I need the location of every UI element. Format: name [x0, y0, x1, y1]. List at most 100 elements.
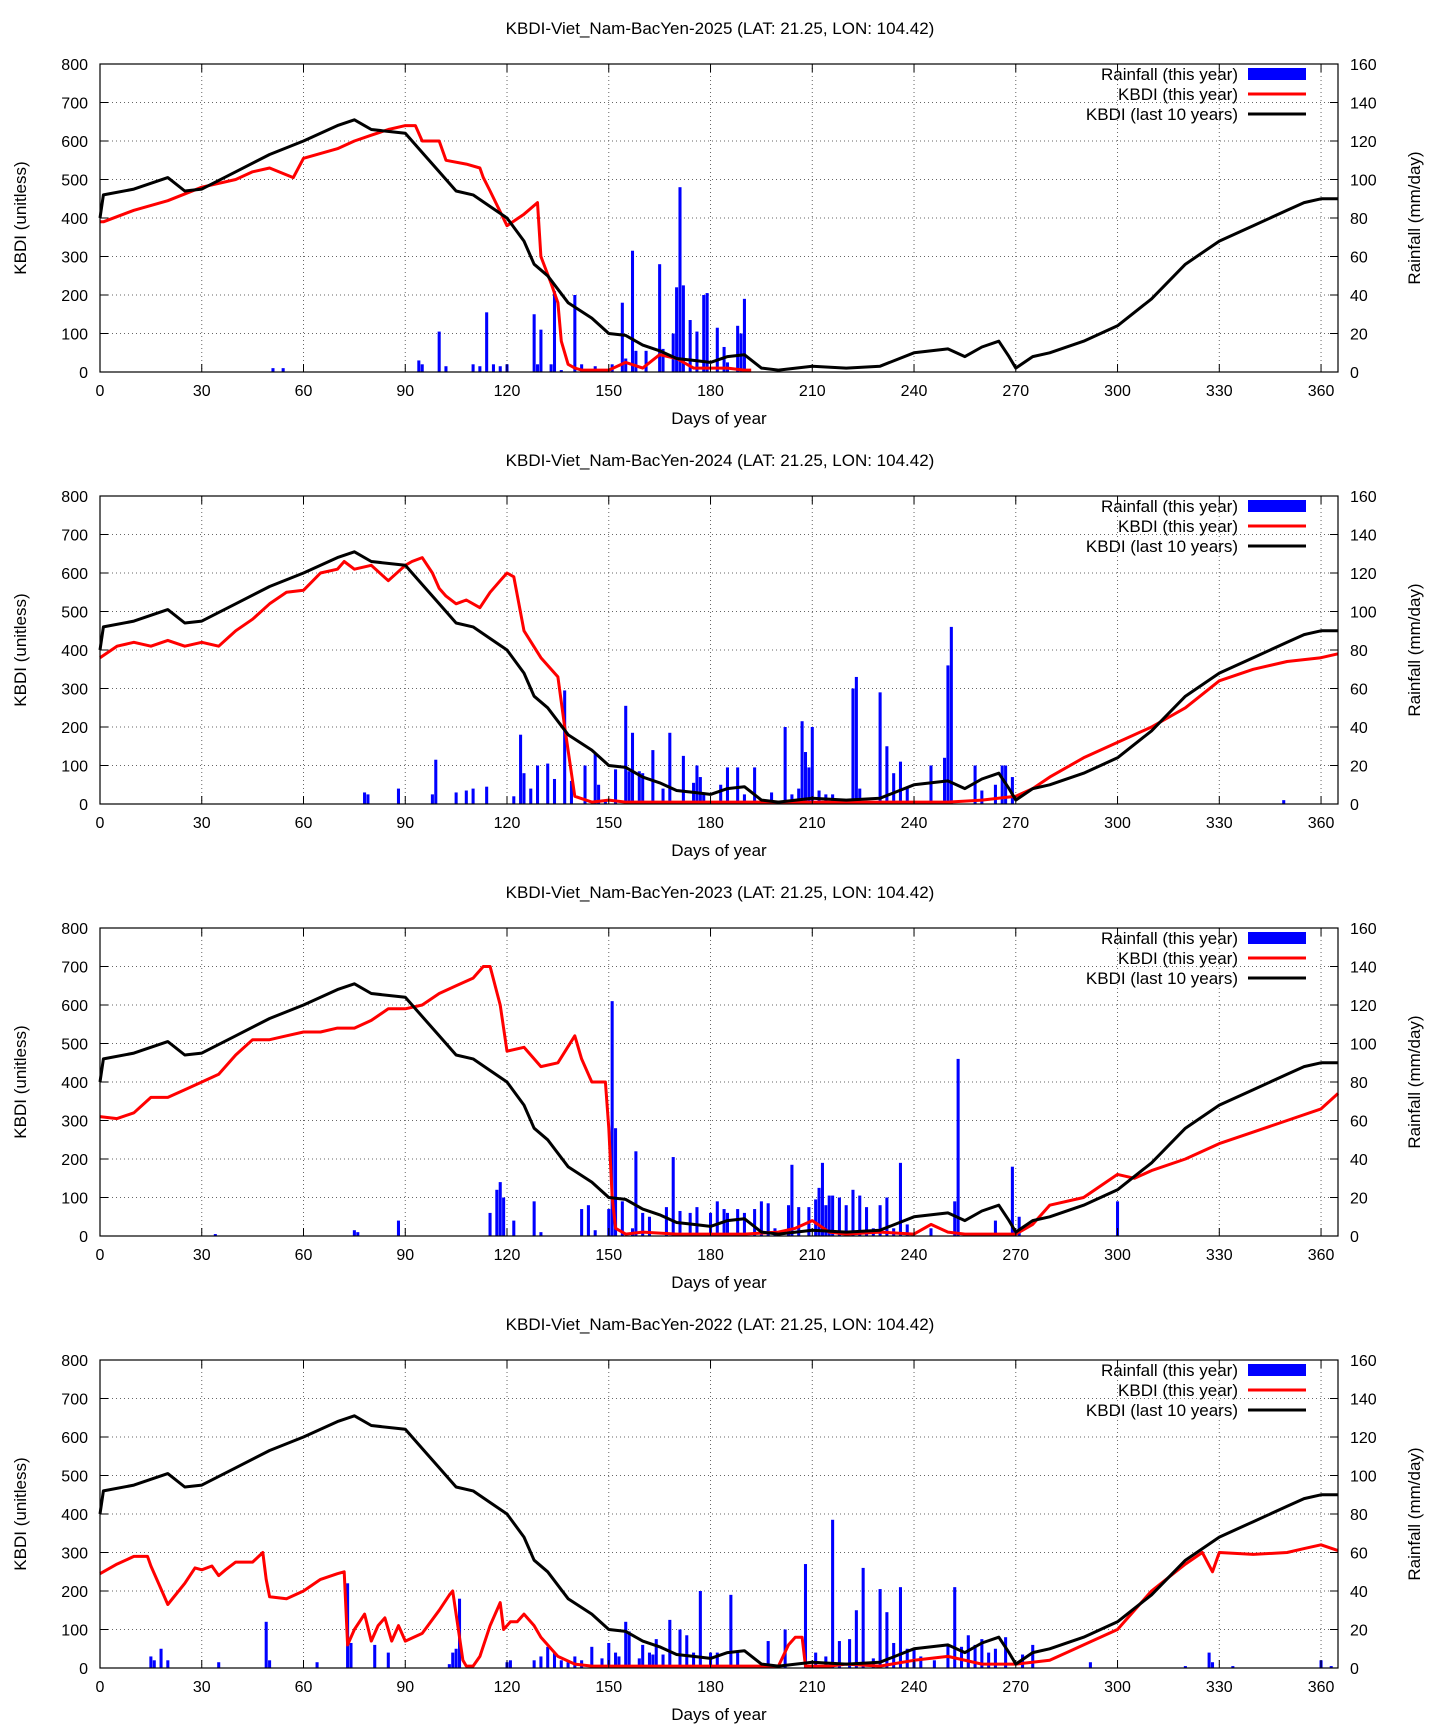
x-tick-label: 150 [595, 815, 622, 832]
rainfall-bar [454, 792, 458, 804]
kbdi-chart-3: KBDI-Viet_Nam-BacYen-2022 (LAT: 21.25, L… [11, 1315, 1424, 1724]
rainfall-bar [590, 1646, 594, 1668]
x-tick-label: 330 [1206, 383, 1233, 400]
chart-title: KBDI-Viet_Nam-BacYen-2024 (LAT: 21.25, L… [506, 451, 935, 470]
y-tick-label: 800 [61, 1353, 88, 1370]
rainfall-bar [678, 187, 682, 372]
x-tick-label: 210 [799, 383, 826, 400]
tick-marks [99, 927, 1338, 1237]
y2-tick-label: 20 [1350, 327, 1368, 344]
rainfall-bar [668, 1619, 672, 1668]
rainfall-bar [213, 1234, 217, 1236]
rainfall-bar [532, 1660, 536, 1668]
y2-tick-label: 120 [1350, 134, 1377, 151]
rainfall-bar [281, 368, 285, 372]
rainfall-bar [569, 780, 573, 804]
legend-label: KBDI (last 10 years) [1086, 1401, 1238, 1420]
kbdi-chart-0: KBDI-Viet_Nam-BacYen-2025 (LAT: 21.25, L… [11, 19, 1424, 428]
rainfall-bar [1116, 1201, 1120, 1236]
legend: Rainfall (this year)KBDI (this year)KBDI… [1086, 929, 1306, 988]
rainfall-bar [824, 1205, 828, 1236]
legend-label: KBDI (this year) [1118, 517, 1238, 536]
rainfall-bar [1004, 1637, 1008, 1668]
rainfall-bar [586, 1205, 590, 1236]
rainfall-bar [688, 320, 692, 372]
y2-tick-label: 160 [1350, 57, 1377, 74]
legend-swatch-rainfall [1248, 1364, 1306, 1376]
rainfall-bar [624, 1621, 628, 1668]
grid [100, 496, 1338, 804]
y-tick-label: 300 [61, 682, 88, 699]
rainfall-bar [498, 366, 502, 372]
rainfall-bar [742, 298, 746, 372]
y-tick-label: 800 [61, 489, 88, 506]
rainfall-bar [993, 1220, 997, 1236]
rainfall-bar [647, 1652, 651, 1668]
rainfall-bar [953, 1587, 957, 1668]
rainfall-bar [929, 1228, 933, 1236]
rainfall-bar [797, 788, 801, 804]
rainfall-bar [759, 1201, 763, 1236]
x-tick-label: 0 [96, 383, 105, 400]
rainfall-bar [1031, 1644, 1035, 1668]
rainfall-bar [430, 794, 434, 804]
rainfall-bar [810, 727, 814, 804]
y-tick-label: 800 [61, 921, 88, 938]
rainfall-bar [607, 1209, 611, 1236]
rainfall-bar [878, 1589, 882, 1668]
rainfall-bar [692, 1652, 696, 1668]
rainfall-bar [725, 767, 730, 804]
legend-label: Rainfall (this year) [1101, 929, 1238, 948]
rainfall-bar [495, 1189, 499, 1236]
x-tick-label: 120 [494, 1679, 521, 1696]
legend-swatch-rainfall [1248, 68, 1306, 80]
kbdi-chart-1: KBDI-Viet_Nam-BacYen-2024 (LAT: 21.25, L… [11, 451, 1424, 860]
rainfall-bar [681, 755, 685, 804]
rainfall-bar [352, 1230, 356, 1236]
rainfall-bar [932, 1660, 936, 1668]
rainfall-bar [695, 331, 699, 372]
rainfall-bar [814, 1652, 818, 1668]
rainfall-bar [858, 788, 862, 804]
rainfall-bar [837, 1197, 841, 1236]
rainfall-bar [485, 786, 489, 804]
rainfall-bar [522, 773, 526, 804]
rainfall-bar [858, 1195, 862, 1236]
rainfall-bar [349, 1642, 353, 1668]
y2-tick-label: 0 [1350, 365, 1359, 382]
y-tick-label: 700 [61, 96, 88, 113]
rainfall-bar [366, 794, 370, 804]
y2-tick-label: 60 [1350, 1546, 1368, 1563]
x-tick-label: 330 [1206, 1247, 1233, 1264]
rainfall-bar [464, 790, 468, 804]
rainfall-bar [651, 1654, 655, 1668]
rainfall-bar [437, 331, 441, 372]
rainfall-bar [454, 1648, 458, 1668]
rainfall-bar [627, 771, 631, 804]
rainfall-bar [800, 721, 804, 804]
rainfall-bar [783, 727, 787, 804]
rainfall-bar [766, 1203, 770, 1236]
rainfall-bar [919, 1656, 923, 1668]
y2-tick-label: 140 [1350, 528, 1377, 545]
rainfall-bar [705, 293, 709, 372]
x-tick-label: 90 [396, 383, 414, 400]
rainfall-bar [736, 1652, 740, 1668]
x-tick-label: 180 [697, 815, 724, 832]
y-tick-label: 0 [79, 1661, 88, 1678]
tick-marks [99, 495, 1338, 805]
rainfall-bar [698, 1591, 702, 1668]
y-tick-label: 100 [61, 759, 88, 776]
rainfall-bar [803, 1564, 808, 1668]
y-tick-label: 600 [61, 566, 88, 583]
x-tick-label: 30 [193, 1679, 211, 1696]
y-tick-label: 500 [61, 173, 88, 190]
rainfall-bar [715, 1201, 719, 1236]
y2-tick-label: 40 [1350, 1584, 1368, 1601]
rainfall-bar [1231, 1666, 1235, 1668]
rainfall-bar [987, 1652, 991, 1668]
x-tick-label: 0 [96, 815, 105, 832]
rainfall-bar [736, 767, 740, 804]
legend: Rainfall (this year)KBDI (this year)KBDI… [1086, 497, 1306, 556]
